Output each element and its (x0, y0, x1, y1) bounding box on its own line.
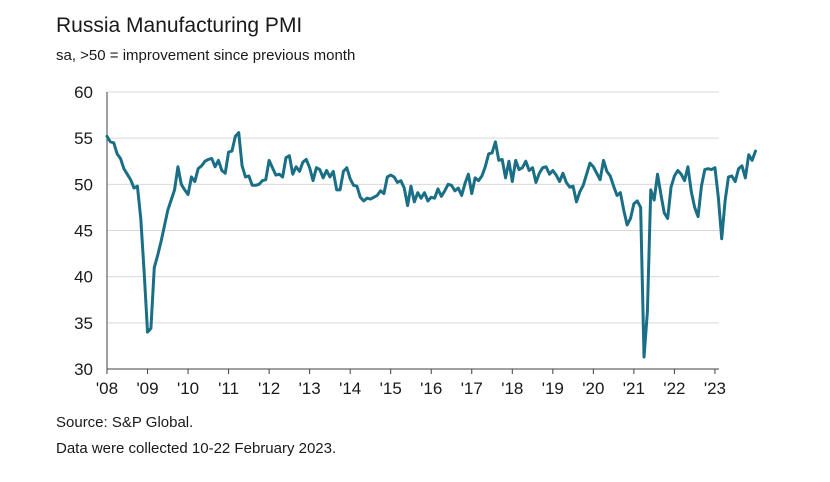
y-tick-label-55: 55 (74, 129, 93, 148)
source-note: Source: S&P Global. (56, 414, 194, 431)
x-tick-label-2010: '10 (177, 379, 199, 398)
x-tick-label-2023: '23 (704, 379, 726, 398)
series-line-0 (105, 131, 757, 359)
x-tick-label-2021: '21 (623, 379, 645, 398)
x-tick-label-2013: '13 (299, 379, 321, 398)
y-axis-tick-labels: 30 35 40 45 50 55 60 (74, 83, 93, 379)
x-tick-label-2016: '16 (420, 379, 442, 398)
x-tick-label-2014: '14 (339, 379, 361, 398)
x-tick-label-2020: '20 (582, 379, 604, 398)
x-tick-label-2017: '17 (461, 379, 483, 398)
y-tick-label-50: 50 (74, 175, 93, 194)
chart-title: Russia Manufacturing PMI (56, 14, 303, 37)
x-tick-label-2018: '18 (501, 379, 523, 398)
x-axis-tick-labels: '08 '09 '10 '11 '12 '13 '14 '15 '16 '17 '18 '19 '20 '… (96, 379, 726, 398)
y-tick-label-60: 60 (74, 83, 93, 102)
y-tick-label-40: 40 (74, 268, 93, 287)
x-tick-label-2008: '08 (96, 379, 118, 398)
series-lines (105, 131, 757, 359)
x-tick-label-2019: '19 (542, 379, 564, 398)
x-tick-label-2015: '15 (380, 379, 402, 398)
y-tick-label-35: 35 (74, 314, 93, 333)
y-tick-label-30: 30 (74, 360, 93, 379)
axes (106, 92, 719, 374)
x-tick-label-2011: '11 (218, 379, 239, 398)
grid-lines (107, 91, 719, 324)
chart-subtitle: sa, >50 = improvement since previous mon… (56, 47, 356, 64)
y-tick-label-45: 45 (74, 222, 93, 241)
x-tick-label-2012: '12 (258, 379, 280, 398)
x-tick-label-2022: '22 (663, 379, 685, 398)
x-tick-label-2009: '09 (136, 379, 158, 398)
collection-note: Data were collected 10-22 February 2023. (56, 440, 337, 457)
